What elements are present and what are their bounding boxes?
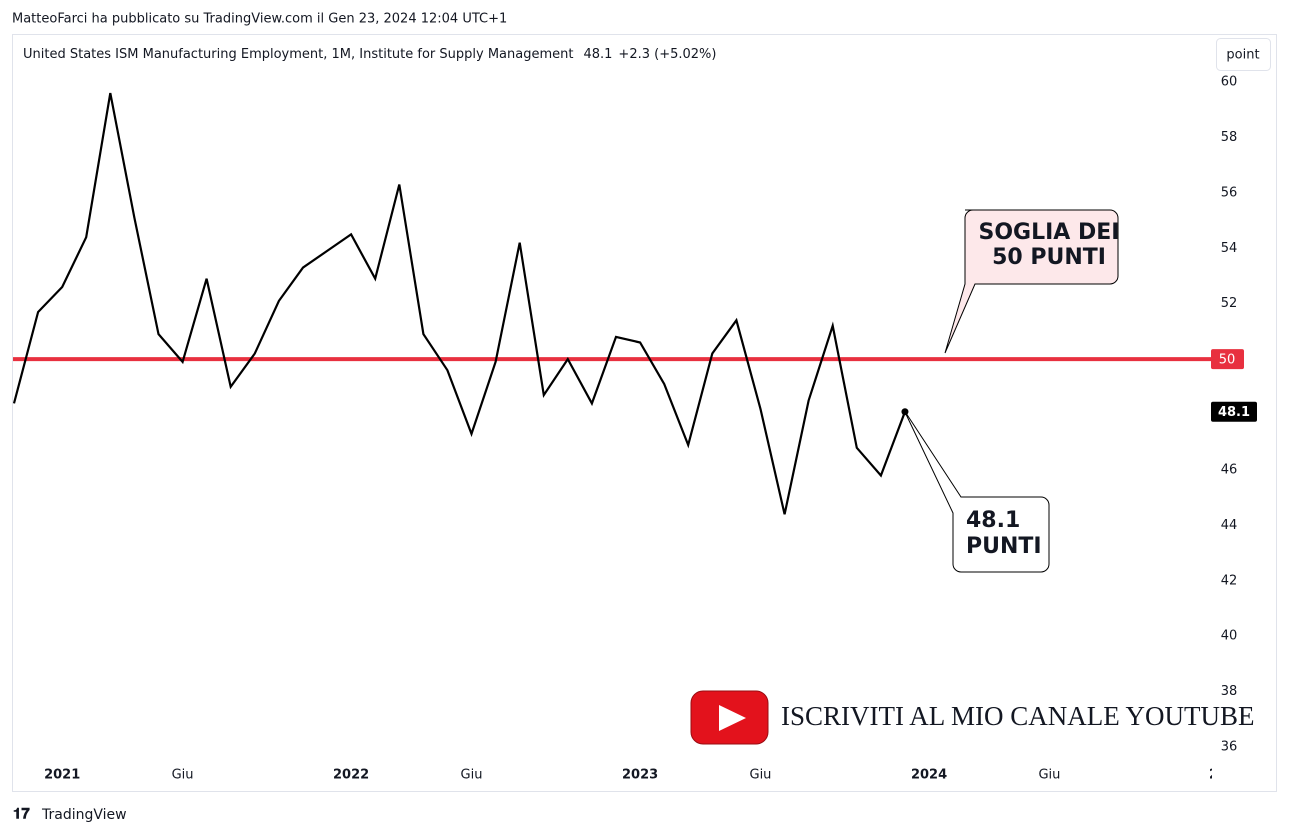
scale-button-box[interactable] xyxy=(1216,38,1271,71)
x-tick-label: Giu xyxy=(1038,768,1060,783)
y-tick-label: 36 xyxy=(1221,740,1238,755)
price-label-bg xyxy=(1211,401,1257,422)
callout-box xyxy=(903,409,1050,573)
y-tick-label: 60 xyxy=(1221,75,1238,90)
callout-text: PUNTI xyxy=(966,534,1042,559)
scale-button[interactable]: point xyxy=(1216,38,1271,71)
x-tick-label: 2021 xyxy=(44,768,80,783)
x-tick-label: 2022 xyxy=(333,768,369,783)
footer: TradingView xyxy=(41,807,127,823)
callout-text: 48.1 xyxy=(966,508,1020,533)
callout-box xyxy=(944,209,1119,354)
callout-text: 50 PUNTI xyxy=(992,245,1106,270)
threshold-label-bg xyxy=(1211,349,1244,370)
last-value: 48.1 xyxy=(583,47,612,62)
play-icon xyxy=(719,705,746,731)
y-tick-label: 54 xyxy=(1221,241,1238,256)
plot: 363840424446485052545658602021Giu2022Giu… xyxy=(12,75,1257,783)
x-tick-label: 2023 xyxy=(622,768,658,783)
banner-text: ISCRIVITI AL MIO CANALE YOUTUBE xyxy=(781,701,1254,731)
y-tick-label: 38 xyxy=(1221,684,1238,699)
x-tick-label: Giu xyxy=(172,768,194,783)
x-tick-label: Giu xyxy=(750,768,772,783)
series-line xyxy=(12,92,907,515)
y-tick-label: 44 xyxy=(1221,518,1238,533)
chart-title: United States ISM Manufacturing Employme… xyxy=(23,47,716,62)
header: MatteoFarci ha pubblicato su TradingView… xyxy=(12,12,507,27)
x-tick-label: Giu xyxy=(461,768,483,783)
price-label: 48.1 xyxy=(1218,405,1250,420)
y-tick-label: 56 xyxy=(1221,185,1238,200)
callout-text: SOGLIA DEI xyxy=(979,220,1120,245)
title-text: United States ISM Manufacturing Employme… xyxy=(23,47,573,62)
y-tick-label: 52 xyxy=(1221,296,1238,311)
scale-button-label[interactable]: point xyxy=(1226,48,1259,63)
chart-frame xyxy=(12,34,1277,792)
y-tick-label: 58 xyxy=(1221,130,1238,145)
youtube-banner: ISCRIVITI AL MIO CANALE YOUTUBE xyxy=(690,690,1254,745)
logo-mark: 𝟏𝟕 xyxy=(13,805,30,823)
y-tick-label: 46 xyxy=(1221,462,1238,477)
y-tick-label: 42 xyxy=(1221,573,1238,588)
x-axis: 2021 Giu 2022 Giu 2023 Giu 2024 Giu 20 xyxy=(44,768,1227,783)
x-tick-label: 2024 xyxy=(911,768,947,783)
threshold-label: 50 xyxy=(1219,353,1236,368)
x-tick-label: 20 xyxy=(1209,768,1227,783)
y-tick-label: 40 xyxy=(1221,629,1238,644)
change: +2.3 (+5.02%) xyxy=(618,47,716,62)
